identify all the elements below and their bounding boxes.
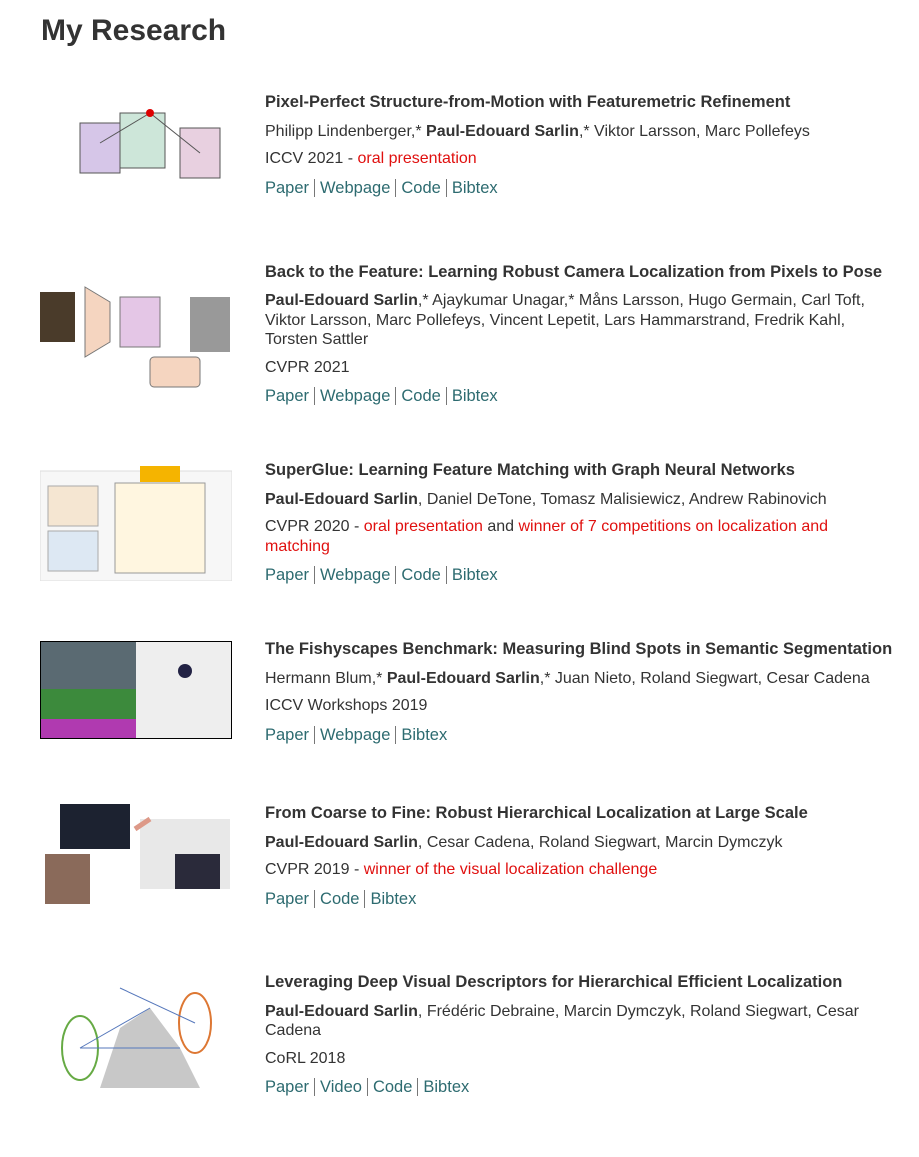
publication-text: The Fishyscapes Benchmark: Measuring Bli… — [265, 640, 897, 745]
author: ,* Viktor Larsson, Marc Pollefeys — [578, 122, 810, 140]
link[interactable]: Paper — [265, 178, 310, 197]
link[interactable]: Code — [395, 178, 446, 197]
thumbnail-image: ​ — [40, 286, 230, 388]
thumbnail — [40, 968, 232, 1103]
author: Hermann Blum,* — [265, 669, 387, 687]
links: Paper Webpage Bibtex — [265, 725, 897, 746]
publication: Leveraging Deep Visual Descriptors for H… — [40, 968, 900, 1103]
publication-title: Pixel-Perfect Structure-from-Motion with… — [265, 93, 791, 111]
author: Paul-Edouard Sarlin — [265, 490, 418, 508]
author: ,* Juan Nieto, Roland Siegwart, Cesar Ca… — [539, 669, 870, 687]
publication: Pixel-Perfect Structure-from-Motion with… — [40, 83, 900, 208]
link[interactable]: Paper — [265, 387, 310, 405]
publication-text: Pixel-Perfect Structure-from-Motion with… — [265, 93, 897, 198]
publication-title: The Fishyscapes Benchmark: Measuring Bli… — [265, 640, 893, 658]
authors: Paul-Edouard Sarlin, Daniel DeTone, Toma… — [265, 490, 897, 510]
links: Paper Code Bibtex — [265, 889, 897, 910]
thumbnail — [40, 83, 232, 208]
author: Paul-Edouard Sarlin — [426, 122, 579, 140]
link[interactable]: Bibtex — [395, 725, 453, 744]
links: Paper Video Code Bibtex — [265, 1078, 897, 1098]
venue-highlight: winner of the visual localization challe… — [363, 861, 658, 878]
link[interactable]: Bibtex — [417, 1078, 475, 1097]
links: Paper Webpage Code Bibtex — [265, 387, 897, 407]
thumbnail-image — [40, 641, 232, 739]
venue-text: ICCV 2021 - — [265, 150, 358, 167]
link[interactable]: Webpage — [314, 725, 396, 744]
heading: My Research — [41, 14, 227, 47]
publication-text: From Coarse to Fine: Robust Hierarchical… — [265, 804, 897, 909]
publication-text: Back to the Feature: Learning Robust Cam… — [265, 263, 897, 407]
author: Paul-Edouard Sarlin — [265, 833, 418, 851]
author: Paul-Edouard Sarlin — [265, 292, 418, 309]
venue: CVPR 2019 - winner of the visual localiz… — [265, 860, 897, 880]
link[interactable]: Code — [395, 387, 446, 405]
thumbnail-image — [39, 466, 233, 582]
thumbnail-image — [45, 804, 230, 904]
publication-title: SuperGlue: Learning Feature Matching wit… — [265, 461, 795, 480]
link[interactable]: Paper — [265, 566, 310, 585]
link[interactable]: Code — [395, 566, 446, 585]
link[interactable]: Bibtex — [445, 387, 503, 405]
publication: SuperGlue: Learning Feature Matching wit… — [39, 461, 900, 586]
link[interactable]: Paper — [265, 1078, 310, 1097]
venue-text: CoRL 2018 — [265, 1049, 346, 1067]
thumbnail — [40, 641, 232, 744]
author: Philipp Lindenberger,* — [265, 122, 427, 140]
link[interactable]: Code — [366, 1078, 418, 1097]
author: , Frédéric Debraine, Marcin Dymczyk, Rol… — [265, 1002, 859, 1040]
author: , Cesar Cadena, Roland Siegwart, Marcin … — [417, 833, 783, 851]
publication-text: Leveraging Deep Visual Descriptors for H… — [265, 973, 897, 1098]
thumbnail — [40, 799, 232, 914]
venue: CoRL 2018 — [265, 1049, 897, 1069]
venue: CVPR 2021 — [265, 358, 897, 378]
link[interactable]: Bibtex — [445, 178, 503, 197]
link[interactable]: Paper — [265, 889, 310, 908]
link[interactable]: Code — [314, 889, 365, 908]
author: Paul-Edouard Sarlin — [265, 1002, 418, 1020]
venue-highlight: winner of 7 competitions on localization… — [265, 518, 829, 555]
venue-text: CVPR 2021 — [265, 358, 350, 376]
link[interactable]: Bibtex — [364, 889, 422, 908]
publication-title: Back to the Feature: Learning Robust Cam… — [265, 262, 883, 281]
publication: The Fishyscapes Benchmark: Measuring Bli… — [40, 640, 900, 745]
publication: From Coarse to Fine: Robust Hierarchical… — [40, 799, 900, 914]
link[interactable]: Video — [314, 1078, 367, 1097]
venue: CVPR 2020 - oral presentation and winner… — [265, 517, 897, 556]
venue-text: CVPR 2019 - — [265, 861, 364, 878]
authors: Paul-Edouard Sarlin, Frédéric Debraine, … — [265, 1002, 897, 1041]
page: My Research {"header": {"title": "My Res… — [39, 14, 893, 1097]
link[interactable]: Webpage — [314, 566, 396, 585]
venue: ICCV 2021 - oral presentation — [265, 149, 897, 169]
links: Paper Webpage Code Bibtex — [265, 178, 897, 199]
venue: ICCV Workshops 2019 — [265, 696, 897, 716]
publication-title: From Coarse to Fine: Robust Hierarchical… — [265, 804, 808, 822]
author: Paul-Edouard Sarlin — [386, 669, 540, 687]
thumbnail: ​ — [40, 262, 232, 407]
body: My Research Pixel-Perfect Structure-from… — [39, 14, 893, 1097]
authors: Paul-Edouard Sarlin,* Ajaykumar Unagar,*… — [265, 291, 897, 350]
authors: Hermann Blum,* Paul-Edouard Sarlin,* Jua… — [265, 669, 897, 689]
link[interactable]: Bibtex — [445, 566, 503, 585]
thumbnail — [39, 461, 233, 586]
author: ,* Ajaykumar Unagar,* Måns Larsson, Hugo… — [265, 292, 865, 348]
link[interactable]: Webpage — [314, 387, 396, 405]
links: Paper Webpage Code Bibtex — [265, 566, 897, 586]
publication-title: Leveraging Deep Visual Descriptors for H… — [265, 973, 843, 992]
authors: Philipp Lindenberger,* Paul-Edouard Sarl… — [265, 122, 897, 142]
thumbnail-image — [79, 109, 221, 179]
author: , Daniel DeTone, Tomasz Malisiewicz, And… — [417, 490, 827, 508]
venue-text: and — [482, 518, 519, 536]
link[interactable]: Webpage — [314, 178, 396, 197]
publication: ​ Back to the Feature: Learning Robust Ca… — [40, 262, 900, 407]
link[interactable]: Paper — [265, 725, 310, 744]
venue-highlight: oral presentation — [363, 518, 483, 536]
authors: Paul-Edouard Sarlin, Cesar Cadena, Rolan… — [265, 833, 897, 853]
publication-text: SuperGlue: Learning Feature Matching wit… — [265, 461, 897, 586]
venue-highlight: oral presentation — [357, 150, 477, 167]
venue-text: CVPR 2020 - — [265, 518, 364, 536]
venue-text: ICCV Workshops 2019 — [265, 697, 428, 714]
publication-list: Pixel-Perfect Structure-from-Motion with… — [39, 83, 900, 1157]
thumbnail-image — [61, 987, 212, 1088]
